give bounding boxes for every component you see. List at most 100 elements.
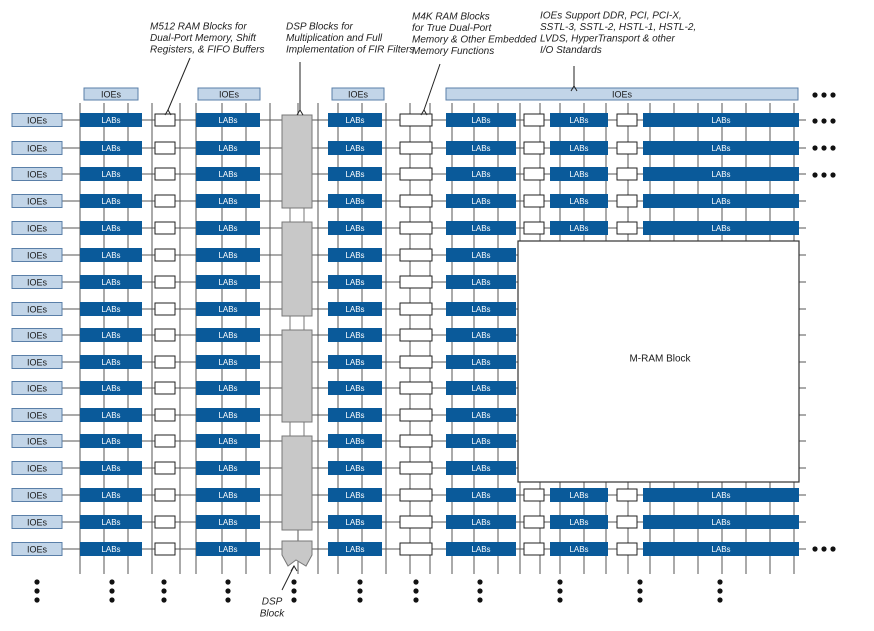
lab-label: LABs: [569, 116, 588, 125]
lab-label: LABs: [101, 437, 120, 446]
ellipsis-dot: [812, 92, 818, 98]
lab-block: [196, 488, 260, 502]
lab-label: LABs: [471, 144, 490, 153]
ellipsis-dot: [34, 597, 40, 603]
ioe-label: IOEs: [27, 331, 48, 341]
ellipsis-dot: [161, 597, 167, 603]
ram-block: [154, 381, 176, 395]
ram-block: [154, 194, 176, 208]
ram-block: [154, 302, 176, 316]
lab-block: [550, 221, 608, 235]
lab-label: LABs: [569, 170, 588, 179]
ram-block: [399, 275, 433, 289]
lab-label: LABs: [101, 358, 120, 367]
ram-block: [154, 515, 176, 529]
lab-label: LABs: [711, 491, 730, 500]
ioe-block: [11, 194, 63, 208]
lab-label: LABs: [218, 116, 237, 125]
ioe-label: IOEs: [101, 90, 122, 100]
ioe-label: IOEs: [27, 464, 48, 474]
ram-block: [399, 408, 433, 422]
lab-label: LABs: [345, 305, 364, 314]
lab-label: LABs: [569, 197, 588, 206]
lab-block: [80, 408, 142, 422]
lab-label: LABs: [471, 437, 490, 446]
arrow-up-icon: [420, 109, 428, 116]
lab-block: [446, 461, 516, 475]
lab-block: [643, 194, 799, 208]
lab-label: LABs: [101, 384, 120, 393]
lab-block: [328, 408, 382, 422]
ioe-block: [11, 355, 63, 369]
lab-block: [550, 194, 608, 208]
lab-block: [80, 141, 142, 155]
lab-block: [80, 381, 142, 395]
ellipsis-dot: [357, 588, 363, 594]
arrow-up-icon: [296, 109, 304, 116]
lab-block: [328, 355, 382, 369]
ellipsis-dot: [161, 588, 167, 594]
lab-label: LABs: [101, 411, 120, 420]
ioe-label: IOEs: [27, 224, 48, 234]
lab-block: [550, 542, 608, 556]
ellipsis-dot: [637, 588, 643, 594]
ellipsis-dot: [291, 588, 297, 594]
ellipsis-dot: [821, 546, 827, 552]
lab-block: [196, 221, 260, 235]
ellipsis-dot: [821, 172, 827, 178]
ioe-label: IOEs: [348, 90, 369, 100]
lab-label: LABs: [471, 411, 490, 420]
ellipsis-dot: [821, 118, 827, 124]
lab-label: LABs: [471, 518, 490, 527]
lab-block: [550, 141, 608, 155]
ram-block: [616, 488, 638, 502]
lab-block: [446, 408, 516, 422]
ellipsis-dot: [413, 579, 419, 585]
ioe-label: IOEs: [27, 411, 48, 421]
ioe-label: IOEs: [27, 384, 48, 394]
lab-block: [196, 248, 260, 262]
annotation-ioe-support-line: IOEs Support DDR, PCI, PCI-X,: [540, 11, 682, 22]
lab-block: [446, 434, 516, 448]
lab-label: LABs: [569, 224, 588, 233]
ellipsis-dot: [109, 579, 115, 585]
lab-block: [550, 167, 608, 181]
ioe-block: [197, 87, 261, 101]
ram-block: [154, 461, 176, 475]
lab-block: [196, 542, 260, 556]
lab-label: LABs: [101, 278, 120, 287]
ellipsis-dot: [413, 597, 419, 603]
ram-block: [616, 515, 638, 529]
annotation-dsp-line: Multiplication and Full: [286, 33, 383, 44]
ellipsis-dot: [637, 579, 643, 585]
ram-block: [399, 381, 433, 395]
ram-block: [523, 194, 545, 208]
ram-block: [399, 434, 433, 448]
ram-block: [154, 167, 176, 181]
lab-block: [328, 328, 382, 342]
ram-block: [399, 328, 433, 342]
lab-block: [196, 381, 260, 395]
ellipsis-dot: [830, 92, 836, 98]
ellipsis-dot: [812, 546, 818, 552]
annotation-dsp-line: Implementation of FIR Filters: [286, 45, 414, 56]
lab-block: [80, 461, 142, 475]
ioe-label: IOEs: [27, 116, 48, 126]
ioe-label: IOEs: [27, 305, 48, 315]
annotation-m4k-line: for True Dual-Port: [412, 23, 493, 34]
ram-block: [399, 167, 433, 181]
lab-block: [196, 408, 260, 422]
lab-block: [643, 542, 799, 556]
mram-label: M-RAM Block: [629, 354, 691, 365]
ram-block: [399, 141, 433, 155]
lab-label: LABs: [471, 464, 490, 473]
lab-block: [446, 167, 516, 181]
ioe-label: IOEs: [27, 144, 48, 154]
lab-block: [80, 434, 142, 448]
lab-block: [196, 167, 260, 181]
lab-block: [196, 434, 260, 448]
lab-label: LABs: [345, 491, 364, 500]
lab-block: [328, 248, 382, 262]
lab-block: [196, 113, 260, 127]
